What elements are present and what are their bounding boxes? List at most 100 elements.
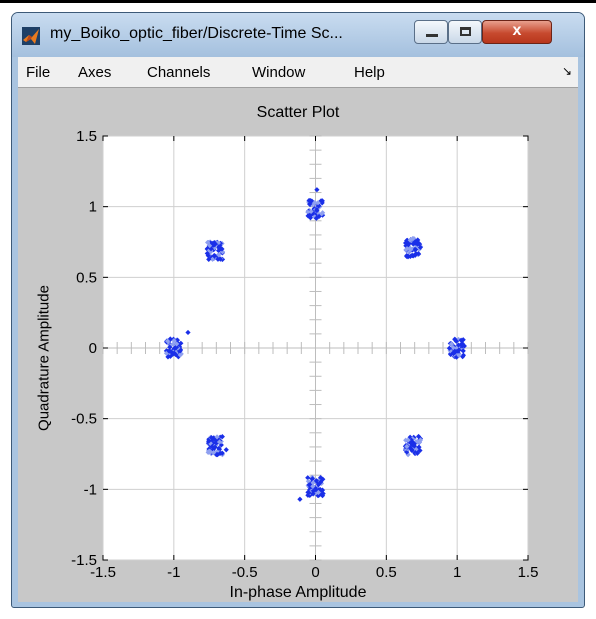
scatter-plot[interactable]: -1.5 -1 -0.5 0 0.5 1 1.5 1.5 1 0.5 0 -0.5 -1 -1.5 (18, 88, 578, 602)
constellation-point (309, 211, 315, 217)
constellation-point (416, 444, 422, 450)
constellation-point (318, 475, 324, 481)
close-button[interactable]: x (482, 20, 552, 44)
constellation-point (452, 336, 458, 342)
constellation-point (313, 215, 319, 221)
constellation-point (305, 475, 311, 481)
constellation-point (315, 489, 322, 496)
constellation-point (215, 449, 222, 455)
constellation-point (165, 338, 171, 344)
constellation-point (408, 246, 414, 252)
constellation-point (408, 437, 415, 443)
constellation-point (320, 476, 326, 482)
constellation-point (167, 353, 173, 359)
constellation-point (415, 237, 421, 243)
constellation-point (204, 239, 211, 246)
constellation-point (305, 209, 311, 215)
constellation-point (216, 252, 222, 258)
close-icon: x (512, 22, 522, 39)
y-tick-label: 0.5 (76, 269, 97, 286)
maximize-button[interactable] (448, 20, 482, 44)
menu-channels[interactable]: Channels (147, 64, 211, 81)
constellation-point (216, 439, 223, 445)
constellation-point (451, 348, 458, 354)
constellation-point (403, 247, 409, 253)
constellation-point (310, 491, 316, 497)
constellation-point (312, 211, 318, 217)
constellation-point (455, 336, 462, 343)
x-tick-label: 0.5 (376, 564, 397, 581)
y-tick-label: 1 (89, 199, 97, 216)
constellation-point (405, 437, 411, 443)
constellation-point (306, 197, 312, 204)
constellation-point (307, 201, 313, 207)
y-tick-label: -0.5 (71, 411, 97, 428)
outlier-point (314, 187, 320, 193)
constellation-point (305, 213, 311, 219)
constellation-point (404, 443, 410, 450)
constellation-point (171, 350, 177, 356)
x-tick-label: 0 (311, 564, 319, 581)
constellation-point (405, 248, 411, 254)
menu-bar: File Axes Channels Window Help ↘ (18, 57, 578, 87)
y-tick-label: 0 (89, 340, 97, 357)
constellation-point (207, 448, 213, 454)
constellation-point (206, 438, 212, 444)
figure-area: Scatter Plot Quadrature Amplitude In-pha… (18, 87, 578, 602)
constellation-point (460, 348, 466, 354)
scope-window: my_Boiko_optic_fiber/Discrete-Time Sc...… (11, 12, 585, 608)
constellation-point (305, 478, 311, 484)
constellation-point (212, 444, 218, 450)
constellation-point (177, 348, 183, 354)
menu-help[interactable]: Help (354, 64, 385, 81)
menu-axes[interactable]: Axes (78, 64, 112, 81)
constellation-point (320, 490, 326, 497)
page-top-border (0, 0, 596, 3)
constellation-point (409, 446, 415, 453)
constellation-point (171, 337, 177, 344)
matlab-logo-icon (22, 27, 40, 45)
constellation-point (166, 348, 172, 354)
constellation-point (177, 352, 183, 358)
constellation-point (308, 208, 314, 215)
constellation-point (306, 490, 312, 496)
constellation-point (214, 434, 220, 440)
window-title: my_Boiko_optic_fiber/Discrete-Time Sc... (50, 25, 343, 42)
constellation-point (415, 433, 422, 440)
title-bar[interactable]: my_Boiko_optic_fiber/Discrete-Time Sc...… (12, 13, 584, 57)
constellation-point (167, 336, 173, 342)
constellation-point (318, 479, 324, 485)
constellation-point (309, 476, 316, 482)
constellation-point (460, 354, 466, 360)
constellation-point (459, 343, 465, 349)
constellation-point (312, 200, 318, 206)
constellation-point (411, 441, 417, 447)
constellation-point (209, 240, 216, 247)
constellation-point (310, 480, 316, 486)
constellation-point (403, 243, 409, 249)
constellation-point (412, 444, 418, 450)
minimize-button[interactable] (414, 20, 448, 44)
y-tick-label: -1 (84, 481, 97, 498)
plot-title: Scatter Plot (256, 104, 340, 121)
constellation-point (163, 350, 170, 356)
constellation-point (450, 350, 456, 356)
constellation-point (315, 200, 321, 206)
y-tick-label: 1.5 (76, 128, 97, 145)
x-tick-label: -0.5 (232, 564, 258, 581)
constellation-point (456, 347, 462, 353)
constellation-point (167, 344, 173, 350)
dock-arrow-icon[interactable]: ↘ (562, 64, 573, 78)
constellation-point (406, 240, 412, 246)
menu-file[interactable]: File (26, 64, 51, 81)
constellation-point (318, 198, 324, 204)
outlier-point (297, 496, 303, 502)
constellation-point (314, 207, 320, 213)
constellation-point (217, 450, 223, 457)
constellation-point (417, 244, 424, 250)
x-tick-label: 1 (453, 564, 461, 581)
constellation-point (206, 256, 212, 262)
menu-window[interactable]: Window (252, 64, 306, 81)
constellation-point (450, 344, 456, 351)
constellation-point (216, 244, 222, 250)
